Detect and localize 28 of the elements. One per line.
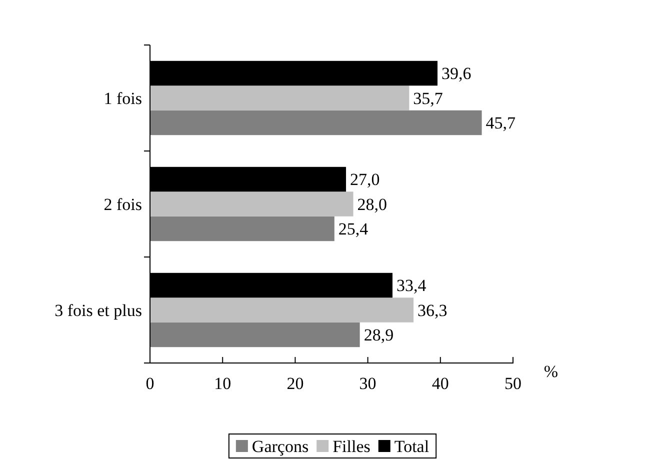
bar <box>150 86 410 110</box>
data-label: 25,4 <box>338 220 369 239</box>
bar <box>150 322 360 348</box>
legend-label: Total <box>394 436 430 456</box>
data-label: 39,6 <box>441 64 472 84</box>
bar <box>150 192 354 216</box>
x-tick-label: 40 <box>432 374 449 394</box>
data-label: 35,7 <box>413 88 444 108</box>
y-tick-label: 1 fois <box>104 88 142 108</box>
bar <box>150 110 482 136</box>
bar <box>150 298 414 322</box>
data-label: 33,4 <box>396 276 427 296</box>
x-tick-label: 30 <box>359 374 376 394</box>
x-tick-label: 0 <box>146 374 154 394</box>
legend-label: Filles <box>332 436 370 456</box>
data-label: 28,9 <box>364 326 394 345</box>
x-tick-label: 20 <box>286 374 304 394</box>
x-tick-label: 10 <box>214 374 232 394</box>
data-label: 27,0 <box>350 170 380 190</box>
legend-label: Garçons <box>252 436 309 456</box>
y-tick-label: 3 fois et plus <box>54 300 142 320</box>
data-label: 36,3 <box>418 300 448 320</box>
data-label: 28,0 <box>357 194 388 214</box>
x-axis-title: % <box>544 362 558 381</box>
y-tick-label: 2 fois <box>104 194 142 214</box>
bar <box>150 216 334 242</box>
data-label: 45,7 <box>486 114 516 133</box>
x-tick-label: 50 <box>504 374 522 394</box>
